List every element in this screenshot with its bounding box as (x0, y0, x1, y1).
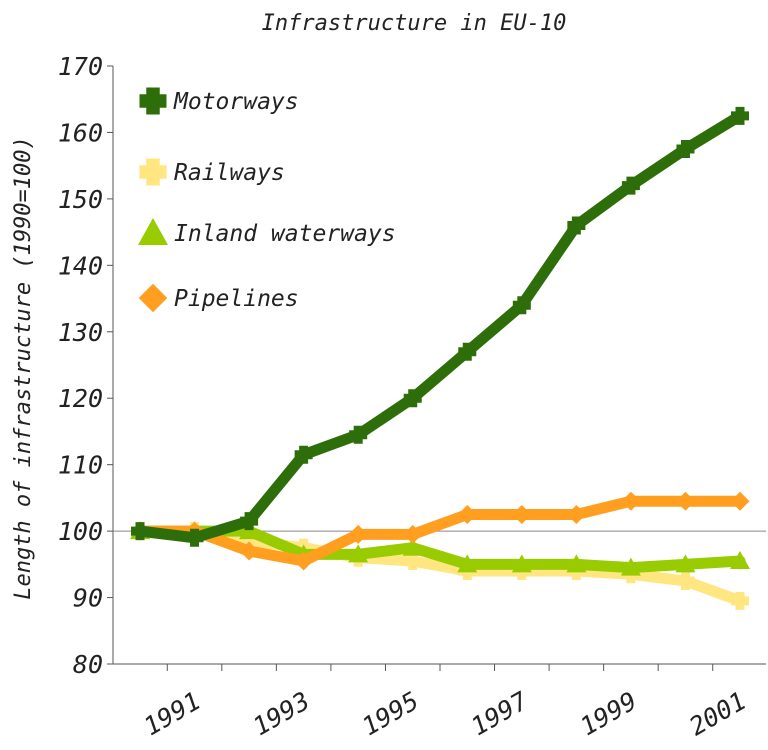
point-railways-2000 (676, 571, 695, 590)
legend-item-inland-waterways: Inland waterways (138, 218, 396, 247)
point-motorways-1996 (458, 342, 477, 361)
legend-item-pipelines: Pipelines (138, 283, 299, 313)
legend: Motorways Railways Inland waterways Pipelin… (138, 87, 396, 313)
y-tick-label-120: 120 (58, 384, 103, 413)
y-tick-label-130: 130 (58, 318, 103, 347)
point-inland-waterways-1997 (511, 554, 532, 573)
legend-item-motorways: Motorways (139, 87, 299, 115)
point-inland-waterways-2000 (675, 554, 696, 573)
legend-marker-motorways (139, 87, 167, 115)
series-layer (130, 106, 750, 610)
point-pipelines-1999 (621, 491, 641, 511)
y-axis-label: Length of infrastructure (1990=100) (11, 136, 36, 600)
point-inland-waterways-1996 (457, 554, 478, 573)
chart-title: Infrastructure in EU-10 (262, 11, 567, 36)
point-inland-waterways-2001 (730, 551, 750, 570)
point-pipelines-1997 (512, 505, 532, 524)
legend-marker-railways (139, 158, 167, 186)
series-pipelines (130, 491, 750, 571)
point-pipelines-1996 (457, 505, 477, 524)
point-motorways-2000 (676, 140, 695, 159)
point-pipelines-1995 (403, 524, 423, 544)
point-motorways-2001 (731, 106, 749, 125)
point-pipelines-1998 (566, 505, 586, 524)
point-motorways-1991 (185, 528, 204, 547)
legend-label-pipelines: Pipelines (174, 286, 299, 312)
point-inland-waterways-1999 (620, 557, 641, 576)
legend-marker-inland-waterways (138, 218, 168, 245)
legend-label-railways: Railways (174, 160, 285, 186)
series-line-inland-waterways (134, 525, 746, 574)
x-tick-label-1999: 1999 (575, 686, 642, 741)
x-tick-label-1997: 1997 (466, 686, 533, 741)
point-pipelines-2000 (675, 491, 695, 511)
x-tick-label-1991: 1991 (139, 686, 206, 741)
y-tick-label-90: 90 (73, 584, 103, 613)
y-tick-label-150: 150 (58, 185, 103, 214)
point-railways-1995 (403, 552, 422, 571)
point-motorways-1992 (240, 512, 259, 531)
y-tick-label-110: 110 (58, 451, 103, 480)
point-motorways-1995 (403, 389, 422, 408)
y-tick-label-170: 170 (58, 52, 103, 81)
point-pipelines-1994 (348, 524, 368, 544)
point-motorways-1997 (512, 296, 531, 315)
point-motorways-1999 (621, 176, 640, 195)
point-inland-waterways-1994 (348, 544, 369, 563)
legend-item-railways: Railways (139, 158, 285, 186)
legend-label-inland-waterways: Inland waterways (174, 221, 396, 247)
point-pipelines-1993 (294, 551, 314, 571)
y-tick-label-160: 160 (58, 118, 103, 147)
point-motorways-1998 (567, 216, 586, 235)
x-tick-label-1993: 1993 (248, 686, 315, 741)
point-inland-waterways-1995 (402, 537, 423, 556)
y-tick-label-100: 100 (58, 517, 103, 546)
series-line-motorways (134, 110, 746, 544)
point-motorways-1993 (294, 445, 313, 464)
legend-label-motorways: Motorways (173, 89, 299, 115)
y-tick-label-80: 80 (73, 650, 103, 679)
point-pipelines-1992 (239, 541, 259, 561)
point-railways-2001 (731, 591, 749, 610)
y-tick-label-140: 140 (58, 251, 103, 280)
legend-marker-pipelines (138, 283, 168, 313)
point-motorways-1990 (131, 522, 149, 541)
point-motorways-1994 (349, 425, 368, 444)
x-tick-label-1995: 1995 (357, 686, 424, 741)
point-inland-waterways-1998 (566, 554, 587, 573)
series-motorways (131, 106, 749, 547)
x-tick-label-2001: 2001 (684, 686, 751, 741)
point-pipelines-2001 (730, 491, 750, 511)
